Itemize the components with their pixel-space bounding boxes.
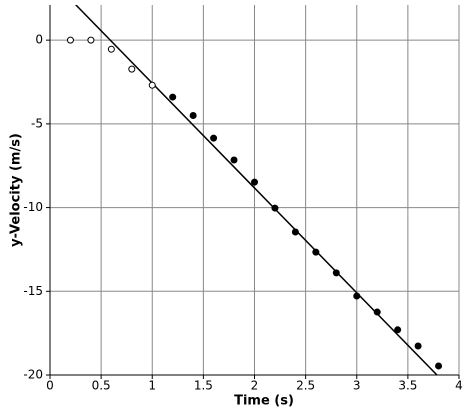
- x-tick-label: 1: [148, 379, 156, 393]
- data-point: [107, 45, 115, 53]
- x-tick-label: 3.5: [398, 379, 417, 393]
- data-point: [230, 156, 238, 164]
- x-tick-label: 2: [251, 379, 259, 393]
- y-tick-label: -5: [31, 116, 43, 130]
- data-point: [435, 362, 443, 370]
- x-tick-label: 4: [455, 379, 463, 393]
- data-point: [414, 342, 422, 350]
- data-point: [128, 65, 136, 73]
- x-axis-label: Time (s): [234, 394, 294, 409]
- data-point: [312, 248, 320, 256]
- plot-area: [74, 5, 438, 375]
- fit-line: [74, 5, 438, 375]
- data-point: [271, 204, 279, 212]
- data-point: [66, 36, 74, 44]
- y-tick-label: -20: [23, 368, 43, 382]
- data-point: [189, 111, 197, 119]
- x-tick-label: 3: [353, 379, 361, 393]
- y-axis-label: y-Velocity (m/s): [9, 133, 24, 247]
- y-tick-label: -10: [23, 200, 43, 214]
- y-tick-label: -15: [23, 284, 43, 298]
- x-tick-label: 2.5: [296, 379, 315, 393]
- data-point: [332, 269, 340, 277]
- data-point: [353, 292, 361, 300]
- x-tick-label: 1.5: [194, 379, 213, 393]
- data-point: [148, 81, 156, 89]
- data-point: [210, 134, 218, 142]
- x-tick-label: 0.5: [92, 379, 111, 393]
- x-tick-label: 0: [46, 379, 54, 393]
- data-point: [251, 178, 258, 186]
- data-point: [169, 93, 177, 101]
- data-point: [291, 228, 299, 236]
- y-tick-label: 0: [35, 33, 43, 47]
- data-point: [394, 326, 402, 334]
- data-point: [87, 36, 95, 44]
- data-point: [373, 308, 381, 316]
